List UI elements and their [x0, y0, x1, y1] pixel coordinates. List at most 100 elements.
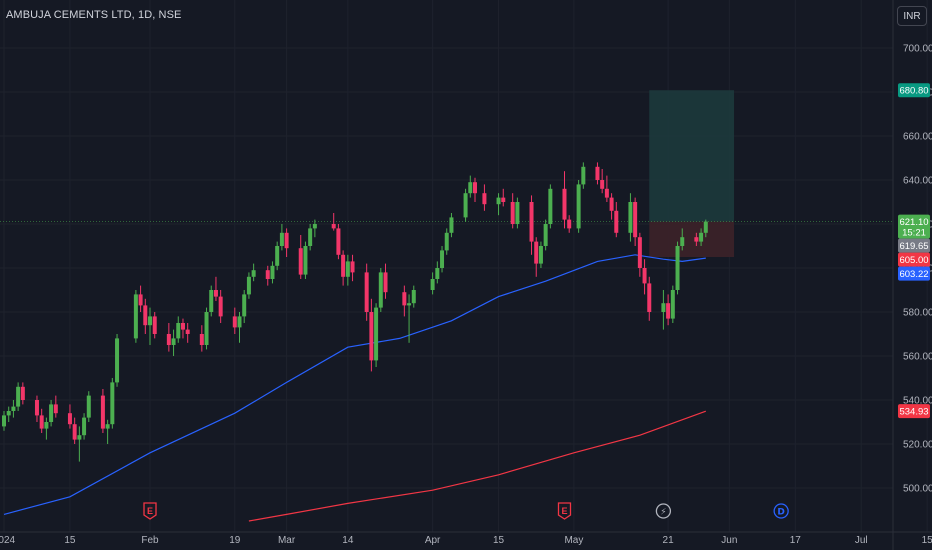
- price-tick-label: 560.00: [903, 352, 932, 363]
- candle: [576, 180, 581, 233]
- candle: [105, 419, 110, 444]
- candle: [312, 219, 317, 238]
- candle-body: [548, 188, 553, 224]
- candle: [675, 241, 680, 295]
- candle-body: [44, 422, 49, 429]
- currency-button[interactable]: INR: [897, 6, 927, 26]
- candle-body: [312, 224, 317, 229]
- moving-averages: [3, 254, 707, 522]
- candle: [209, 285, 214, 317]
- candle-body: [204, 312, 209, 345]
- price-tag: 603.22: [898, 266, 930, 281]
- candle-body: [303, 246, 308, 275]
- candle: [440, 246, 445, 273]
- candle-body: [336, 228, 341, 255]
- candle: [138, 285, 143, 312]
- candle: [72, 417, 77, 444]
- price-tag: 680.80: [898, 83, 930, 98]
- candle: [218, 290, 223, 323]
- candle-body: [218, 296, 223, 317]
- candle-body: [180, 323, 185, 330]
- candle-body: [468, 182, 473, 194]
- candle: [246, 272, 251, 299]
- candle-body: [53, 404, 58, 414]
- candle: [463, 188, 468, 222]
- price-tick-label: 540.00: [903, 396, 932, 407]
- earnings-event-icon[interactable]: E: [143, 502, 157, 520]
- price-tag-countdown: 15:21: [902, 228, 926, 239]
- candle-body: [576, 184, 581, 229]
- candle: [34, 395, 39, 422]
- candle-body: [449, 217, 454, 233]
- candle-body: [138, 294, 143, 306]
- candle: [44, 417, 49, 440]
- candle-body: [661, 303, 666, 312]
- candle-body: [463, 193, 468, 218]
- candle: [369, 298, 374, 372]
- candle-body: [110, 382, 115, 425]
- split-event-icon[interactable]: ⚡: [655, 503, 672, 519]
- candle-body: [703, 221, 708, 233]
- candle: [567, 215, 572, 233]
- candle-body: [407, 303, 412, 306]
- dividend-event-icon[interactable]: D: [773, 503, 789, 519]
- time-tick-label: May: [564, 535, 583, 546]
- candle-body: [143, 305, 148, 326]
- candle-body: [246, 276, 251, 295]
- grid-lines: [0, 0, 927, 532]
- candle: [473, 177, 477, 202]
- candle: [242, 290, 247, 323]
- candle: [251, 263, 256, 282]
- candle-body: [331, 224, 336, 229]
- candle: [444, 228, 449, 255]
- candle: [77, 426, 82, 462]
- candle-body: [100, 395, 105, 429]
- candle-body: [430, 279, 435, 290]
- candle-body: [34, 400, 39, 416]
- price-tag-value: 603.22: [899, 269, 928, 280]
- target-zone[interactable]: [649, 90, 735, 222]
- candle: [176, 316, 181, 343]
- candle-body: [39, 415, 44, 429]
- candle-body: [251, 270, 256, 277]
- candle: [110, 378, 115, 429]
- long-position-tool[interactable]: [0, 90, 893, 257]
- candle: [680, 228, 685, 251]
- candle: [482, 184, 487, 211]
- candle-body: [694, 237, 699, 242]
- candle: [703, 219, 708, 238]
- candle: [336, 224, 341, 260]
- candle: [407, 294, 412, 343]
- candle-body: [176, 323, 181, 339]
- price-tag-bg: [898, 266, 930, 281]
- candle: [171, 329, 176, 356]
- candle-body: [67, 413, 72, 425]
- candle-body: [115, 338, 120, 383]
- candle-body: [378, 272, 383, 308]
- time-tick-label: 14: [342, 535, 354, 546]
- candle-body: [411, 290, 416, 304]
- candle-body: [534, 241, 539, 264]
- candle-body: [501, 197, 506, 202]
- candle: [2, 411, 6, 431]
- candle-body: [209, 290, 214, 312]
- candle: [609, 193, 614, 220]
- time-tick-label: 17: [790, 535, 802, 546]
- candle: [468, 175, 473, 198]
- candle-body: [237, 316, 242, 328]
- candle: [647, 276, 652, 321]
- candle-body: [6, 411, 11, 416]
- stop-zone[interactable]: [649, 221, 735, 257]
- event-label: E: [147, 506, 153, 516]
- event-markers[interactable]: E E ⚡ D: [143, 502, 789, 520]
- candle: [265, 265, 270, 286]
- candle-body: [341, 254, 346, 277]
- earnings-event-icon[interactable]: E: [557, 502, 572, 520]
- time-tick-label: 2024: [0, 535, 16, 546]
- time-axis[interactable]: 2024 15 Feb 19 Mar 14 Apr 15 May 21 Jun 17 Jul 15: [0, 531, 932, 546]
- candle-body: [49, 404, 54, 422]
- candle-body: [350, 261, 355, 273]
- ma-fast-line: [3, 254, 706, 515]
